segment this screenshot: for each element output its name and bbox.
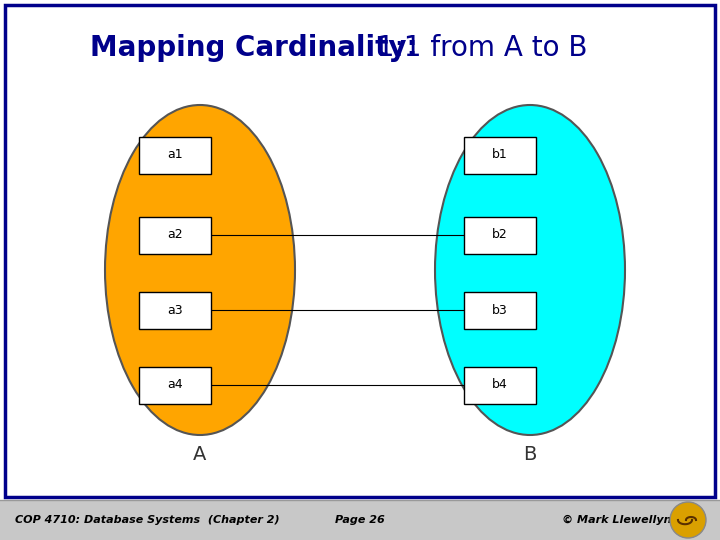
FancyBboxPatch shape [464,137,536,173]
FancyBboxPatch shape [139,367,211,403]
Text: b2: b2 [492,228,508,241]
Text: a2: a2 [167,228,183,241]
Text: B: B [523,446,536,464]
Text: A: A [193,446,207,464]
Text: a1: a1 [167,148,183,161]
FancyBboxPatch shape [464,217,536,253]
Text: COP 4710: Database Systems  (Chapter 2): COP 4710: Database Systems (Chapter 2) [15,515,279,525]
FancyBboxPatch shape [139,137,211,173]
Text: a4: a4 [167,379,183,392]
Text: b4: b4 [492,379,508,392]
FancyBboxPatch shape [139,292,211,328]
FancyBboxPatch shape [139,217,211,253]
Ellipse shape [105,105,295,435]
Text: Mapping Cardinality:: Mapping Cardinality: [90,34,418,62]
Text: Page 26: Page 26 [335,515,385,525]
Text: 1:1 from A to B: 1:1 from A to B [368,34,588,62]
Text: b1: b1 [492,148,508,161]
Text: a3: a3 [167,303,183,316]
Text: b3: b3 [492,303,508,316]
FancyBboxPatch shape [464,292,536,328]
Text: © Mark Llewellyn: © Mark Llewellyn [562,515,671,525]
Circle shape [670,502,706,538]
Bar [0,500,720,540]
FancyBboxPatch shape [464,367,536,403]
Ellipse shape [435,105,625,435]
